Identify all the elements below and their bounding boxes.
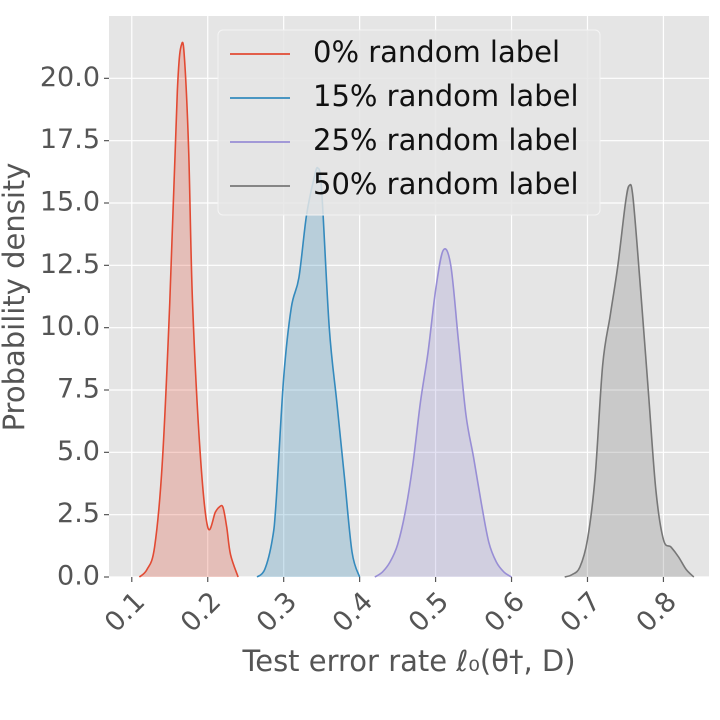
- series-line: [374, 248, 512, 578]
- legend-box: [217, 29, 601, 216]
- legend-entry: 50% random label: [313, 167, 579, 201]
- y-tick-label: 5.0: [57, 436, 100, 467]
- series-0: [138, 41, 239, 578]
- y-tick-label: 20.0: [40, 62, 100, 93]
- legend-entry: 15% random label: [313, 79, 579, 113]
- y-tick-label: 0.0: [57, 561, 100, 592]
- series-line: [564, 183, 695, 578]
- x-tick-label: 0.6: [479, 586, 531, 638]
- x-tick-label: 0.1: [99, 586, 151, 638]
- legend-entry: 0% random label: [313, 35, 560, 69]
- y-tick-label: 12.5: [40, 249, 100, 280]
- y-axis-label: Probability density: [0, 163, 31, 432]
- x-tick-label: 0.7: [555, 586, 607, 638]
- series-area: [564, 184, 694, 577]
- legend: 0% random label 15% random label 25% rando…: [217, 29, 601, 216]
- x-axis-label: Test error rate ℓ₀(θ†, D): [241, 644, 575, 678]
- series-layer: [138, 41, 695, 578]
- y-tick-label: 17.5: [40, 124, 100, 155]
- x-tick-label: 0.3: [251, 586, 303, 638]
- x-axis-ticks: 0.1 0.2 0.3 0.4 0.5 0.6 0.7 0.8: [99, 577, 683, 638]
- x-tick-label: 0.4: [327, 586, 379, 638]
- series-area: [257, 167, 360, 578]
- x-tick-label: 0.2: [175, 586, 227, 638]
- x-tick-label: 0.5: [403, 586, 455, 638]
- legend-entry: 25% random label: [313, 123, 579, 157]
- y-tick-label: 10.0: [40, 311, 100, 342]
- y-tick-label: 7.5: [57, 374, 100, 405]
- x-tick-label: 0.8: [631, 586, 683, 638]
- series-2: [374, 248, 512, 578]
- y-tick-label: 15.0: [40, 187, 100, 218]
- series-line: [138, 41, 239, 578]
- y-tick-label: 2.5: [57, 498, 100, 529]
- series-3: [564, 183, 695, 578]
- y-axis-ticks: 0.0 2.5 5.0 7.5 10.0 12.5 15.0 17.5 20.0: [40, 62, 109, 592]
